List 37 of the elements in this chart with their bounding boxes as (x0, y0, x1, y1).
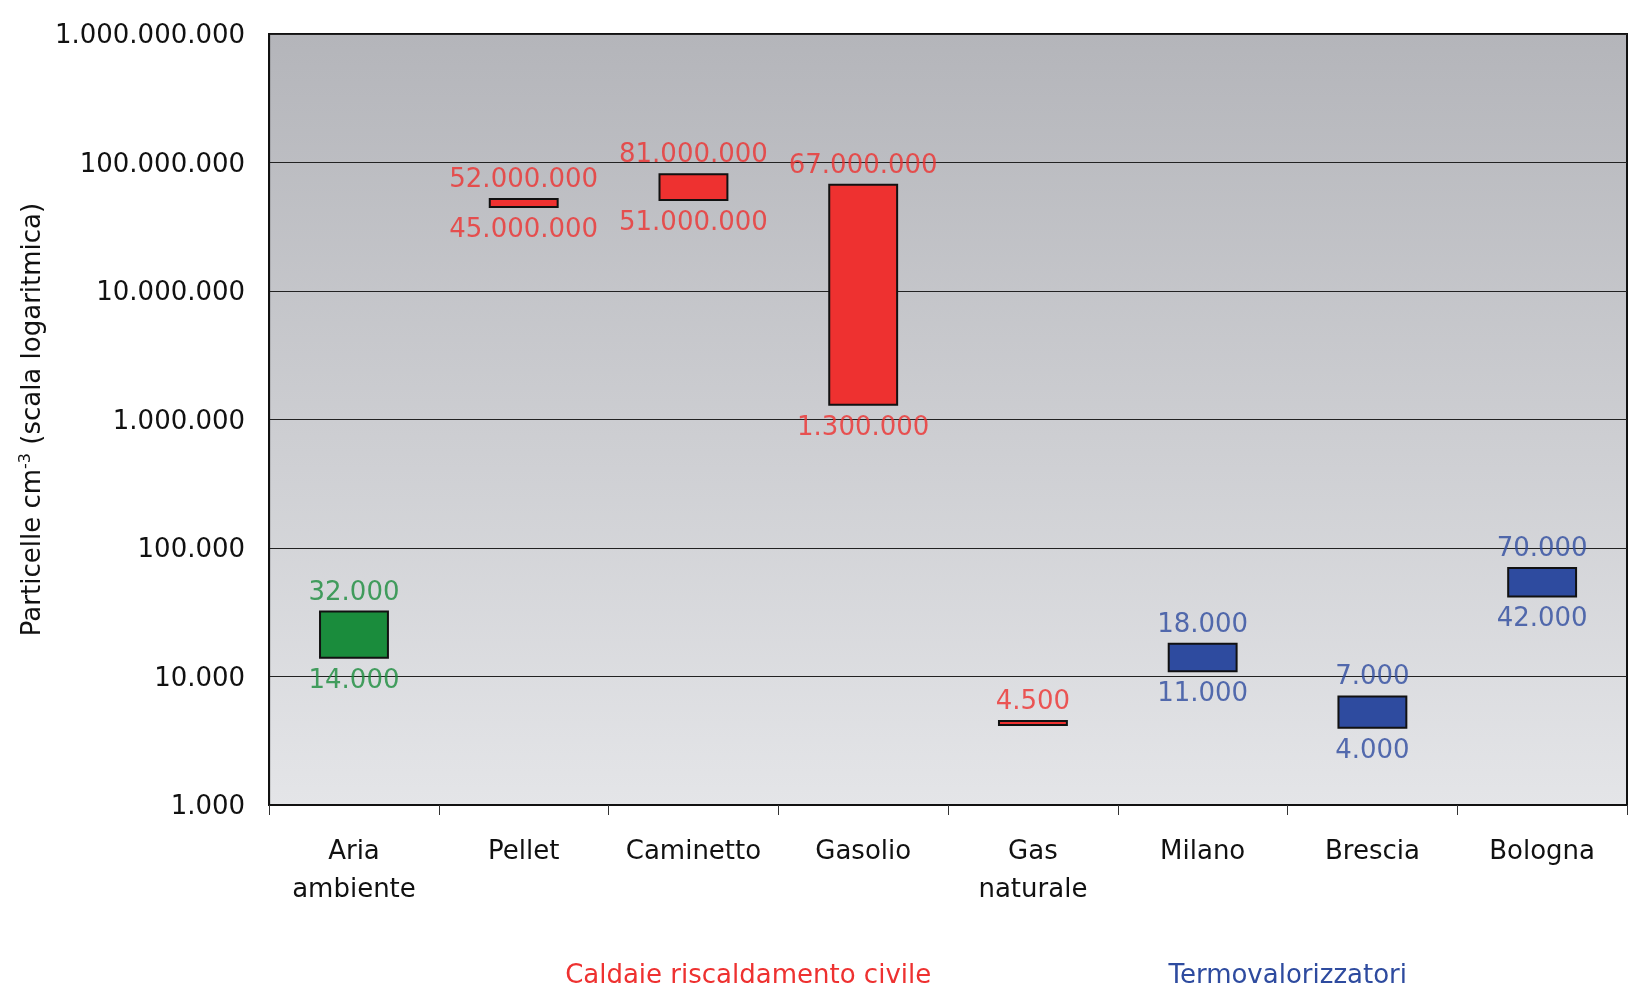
annotation: 51.000.000 (619, 206, 768, 237)
text: Caldaie riscaldamento civile (565, 959, 932, 989)
y-tick-label: 1.000 (170, 790, 246, 820)
y-tick-label: 100.000 (137, 533, 246, 563)
annotation: 42.000 (1496, 602, 1588, 633)
text: Termovalorizzatori (1167, 959, 1407, 989)
y-tick-label: 10.000 (154, 661, 246, 692)
x-tick-label: Bologna (1489, 835, 1596, 865)
annotation: 45.000.000 (449, 213, 599, 244)
x-tick-label: Brescia (1324, 835, 1420, 865)
x-tick-label: Aria ambiente (292, 835, 416, 903)
bar (1337, 695, 1408, 729)
y-tick-label: 1.000.000.000 (54, 19, 246, 49)
annotation: 32.000 (308, 575, 400, 606)
x-tick-label: Gasolio (815, 835, 912, 865)
x-tick-label: Caminetto (625, 835, 762, 865)
bar (828, 183, 899, 406)
annotation: 4.500 (995, 685, 1071, 716)
annotation: 52.000.000 (449, 162, 599, 193)
y-tick-label: 10.000.000 (96, 276, 246, 306)
annotation: 4.000 (1335, 733, 1410, 764)
y-axis-title: Particelle cm-3 (scala logaritmica) (14, 202, 46, 637)
x-tick-label: Pellet (488, 835, 560, 865)
annotation: 1.300.000 (797, 410, 930, 441)
bar (1167, 642, 1238, 673)
x-tick-label: Gas naturale (978, 835, 1088, 903)
bar (658, 173, 729, 202)
y-tick-label: 1.000.000 (112, 404, 246, 435)
annotation: 18.000 (1157, 607, 1249, 638)
bar (997, 720, 1068, 726)
y-tick-label: 100.000.000 (79, 147, 246, 178)
x-tick-label: Milano (1160, 835, 1246, 865)
bar (488, 197, 559, 209)
bar (1507, 566, 1578, 598)
bar (319, 610, 389, 659)
annotation: 11.000 (1157, 677, 1249, 708)
annotation: 81.000.000 (619, 138, 768, 169)
